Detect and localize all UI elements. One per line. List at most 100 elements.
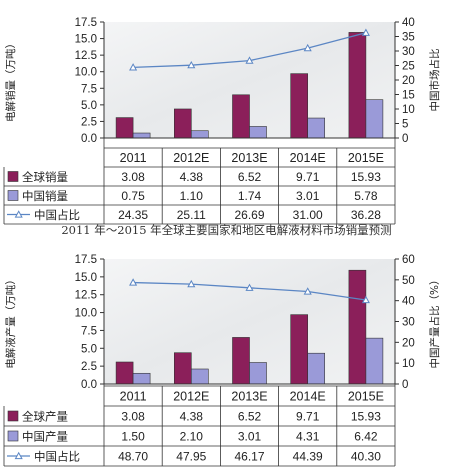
chart1-y-tick-label: 15.0: [75, 34, 97, 46]
chart1-legend-key: [7, 171, 19, 182]
chart2-data-label: 3.08: [121, 410, 145, 424]
chart1-x-tick-label: 2011: [120, 151, 147, 165]
chart2-legend-label: 中国占比: [34, 450, 80, 464]
chart1-data-label: 25.11: [177, 208, 206, 222]
chart1-data-label: 3.08: [121, 170, 145, 184]
chart2-line-marker: [129, 278, 138, 286]
chart2-data-label: 15.93: [351, 410, 381, 424]
chart2-data-label: 40.30: [351, 450, 381, 464]
chart1-ylabel-right: 中国市场占比: [428, 49, 441, 112]
chart1-data-label: 9.71: [296, 170, 320, 184]
chart2-y-tick-label: 10.0: [75, 308, 97, 320]
chart1-bar-global: [232, 94, 250, 139]
chart1-x-tick-label: 2013E: [231, 151, 267, 165]
chart1-x-tick-label: 2015E: [348, 151, 384, 165]
chart2-y2-tick-label: 0: [402, 379, 408, 391]
chart2-ylabel-right: 中国产量占比（%）: [428, 275, 441, 369]
chart2-y2-tick-label: 20: [402, 337, 415, 349]
chart1-bar-global: [174, 108, 192, 139]
chart1-data-label: 1.74: [238, 189, 262, 203]
chart2-bar-china: [132, 372, 151, 385]
chart1-data-label: 3.01: [296, 189, 320, 203]
chart1-data-label: 26.69: [234, 208, 264, 222]
chart2-data-label: 2.10: [180, 430, 204, 444]
chart2-y2-tick-label: 30: [402, 317, 415, 329]
chart2-data-label: 1.50: [121, 430, 145, 444]
chart2-bar-china: [191, 368, 209, 385]
chart1-bar-global: [290, 73, 309, 139]
chart1-y-tick-label: 2.5: [81, 116, 97, 128]
chart2-data-label: 47.95: [176, 450, 206, 464]
chart2-data-label: 6.42: [354, 430, 378, 444]
chart1-y2-tick-label: 25: [402, 61, 415, 73]
chart2-bar-china: [249, 362, 267, 385]
chart1-line-marker: [187, 60, 196, 69]
chart2-y2-tick-label: 40: [402, 296, 415, 308]
chart2-bar-global: [290, 314, 309, 385]
chart2-legend-label: 中国产量: [22, 430, 68, 444]
chart2-y2-tick-label: 50: [402, 275, 415, 287]
chart1-bar-global: [348, 32, 367, 139]
chart2-x-tick-label: 2014E: [290, 390, 326, 404]
chart1-y2-tick-label: 20: [402, 75, 415, 87]
chart2-bar-global: [348, 269, 367, 385]
chart2-data-label: 46.17: [234, 450, 264, 464]
chart1-data-label: 1.10: [180, 189, 204, 203]
chart2-x-tick-label: 2012E: [173, 390, 209, 404]
chart1-legend-key: [7, 190, 19, 201]
chart2-y-tick-label: 17.5: [75, 254, 97, 266]
chart1-y-tick-label: 5.0: [81, 100, 97, 112]
chart1-y-tick-label: 10.0: [75, 67, 97, 79]
chart1-y2-tick-label: 30: [402, 46, 415, 58]
chart1-data-label: 31.00: [293, 208, 323, 222]
chart1-y-tick-label: 7.5: [81, 83, 97, 95]
chart2-data-label: 4.31: [296, 430, 320, 444]
chart1-line-marker: [361, 28, 370, 36]
chart1-legend-label: 中国占比: [34, 208, 80, 222]
chart1-legend-label: 中国销量: [22, 189, 68, 203]
chart2-legend-key: [7, 410, 19, 422]
chart2-y2-tick-label: 10: [402, 358, 415, 370]
chart2-data-label: 9.71: [296, 410, 320, 424]
chart2-line-marker: [361, 295, 370, 304]
chart2-data-label: 4.38: [180, 410, 204, 424]
chart2-ylabel: 电解液产量（万吨）: [4, 274, 17, 369]
chart2-y-tick-label: 0.0: [81, 379, 97, 391]
chart2-data-label: 3.01: [238, 430, 262, 444]
chart1-data-label: 36.28: [351, 208, 381, 222]
chart2-data-label: 44.39: [293, 450, 323, 464]
chart1-y2-tick-label: 5: [402, 119, 408, 131]
chart2-data-label: 48.70: [118, 450, 148, 464]
chart1-data-label: 4.38: [180, 170, 204, 184]
chart1-data-label: 24.35: [118, 208, 148, 222]
chart1-bar-china: [249, 126, 267, 139]
chart1-ylabel: 电解销量（万吨）: [4, 38, 17, 122]
chart2-bar-global: [232, 337, 250, 385]
chart1-bar-china: [132, 132, 151, 139]
chart2-data-label: 6.52: [238, 410, 262, 424]
chart1-bar-china: [365, 99, 384, 139]
chart1-y2-tick-label: 0: [402, 133, 408, 145]
chart1-y-tick-label: 12.5: [75, 50, 97, 62]
chart1-x-tick-label: 2014E: [290, 151, 326, 165]
chart1-y2-tick-label: 10: [402, 104, 415, 116]
chart2-y-tick-label: 2.5: [81, 361, 97, 373]
chart2-y-tick-label: 7.5: [81, 325, 97, 337]
chart2-line-marker: [187, 279, 196, 288]
chart2-legend-label: 全球产量: [22, 410, 68, 424]
chart2-legend-key-marker: [14, 451, 23, 460]
chart2-bar-global: [115, 361, 134, 385]
chart1-legend-label: 全球销量: [22, 170, 68, 184]
chart2-x-tick-label: 2011: [120, 390, 147, 404]
chart1-x-tick-label: 2012E: [173, 151, 209, 165]
chart1-y2-tick-label: 15: [402, 90, 415, 102]
chart1-bar-global: [115, 117, 134, 139]
chart1-y2-tick-label: 35: [402, 32, 415, 44]
chart2-line-marker: [303, 287, 312, 295]
chart1-bar-china: [191, 130, 209, 139]
chart1-line-marker: [129, 63, 138, 71]
chart1-y-tick-label: 0.0: [81, 133, 97, 145]
chart2-y-tick-label: 15.0: [75, 272, 97, 284]
chart1-bar-china: [307, 117, 326, 139]
